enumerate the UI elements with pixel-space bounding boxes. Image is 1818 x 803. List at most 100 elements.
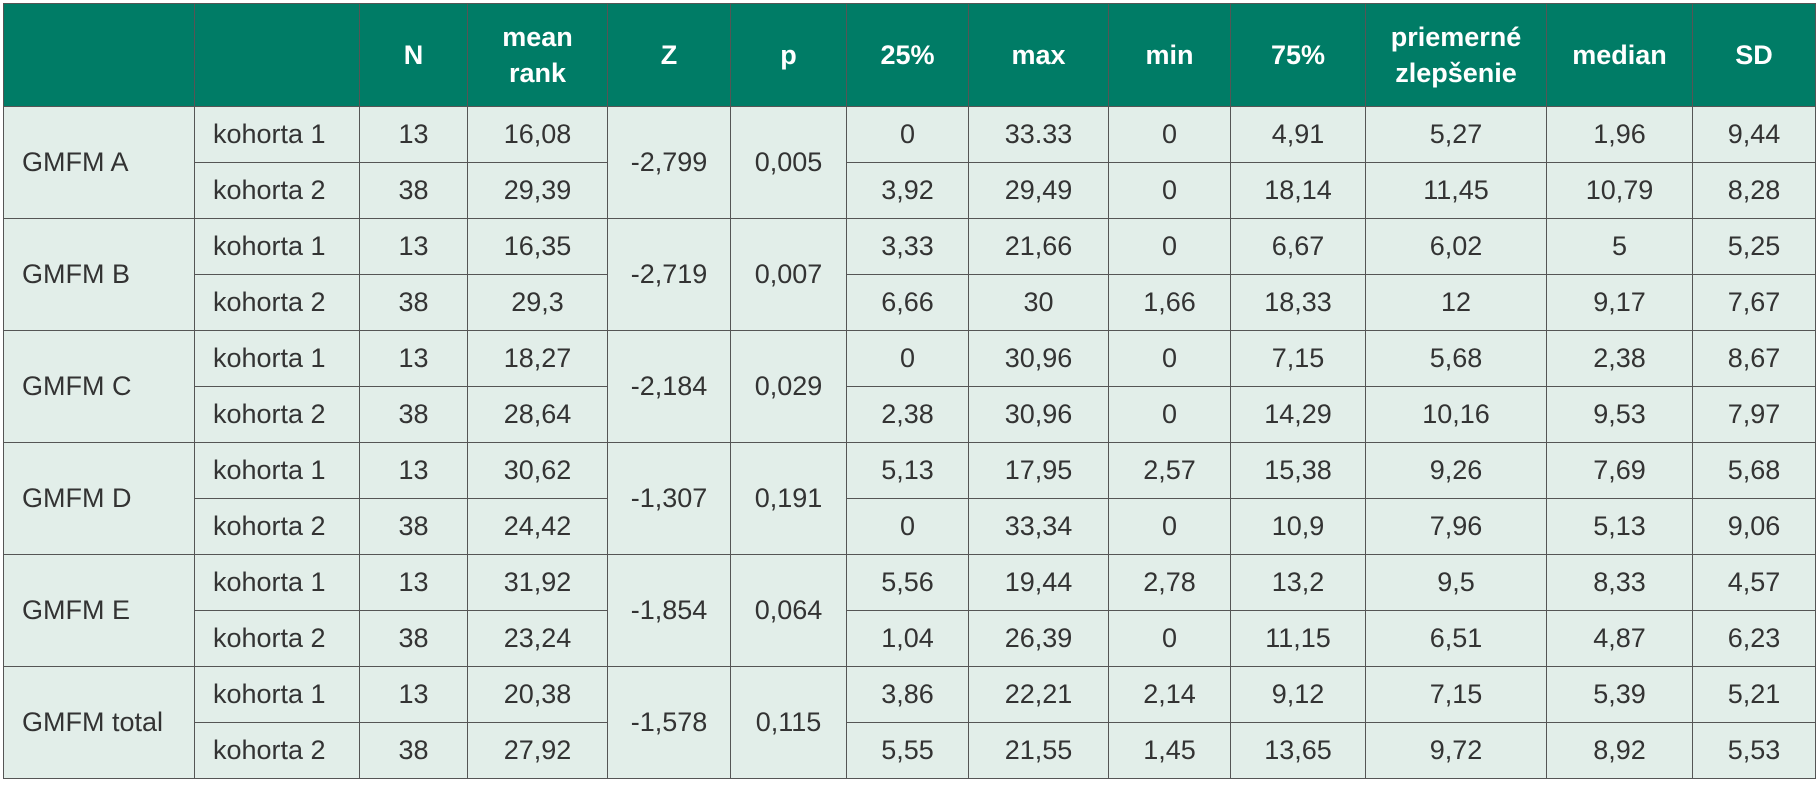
group-label: GMFM E bbox=[3, 554, 195, 667]
cohort-label: kohorta 2 bbox=[194, 610, 360, 667]
table-cell: 0 bbox=[1108, 218, 1231, 275]
table-cell: 13 bbox=[359, 218, 468, 275]
cohort-label: kohorta 1 bbox=[194, 330, 360, 387]
table-cell: 14,29 bbox=[1230, 386, 1366, 443]
table-cell: 7,96 bbox=[1365, 498, 1547, 555]
table-cell: 38 bbox=[359, 722, 468, 779]
table-cell: 5,68 bbox=[1692, 442, 1816, 499]
table-cell: 6,02 bbox=[1365, 218, 1547, 275]
table-cell: 31,92 bbox=[467, 554, 608, 611]
table-cell: 38 bbox=[359, 162, 468, 219]
table-cell: 30,62 bbox=[467, 442, 608, 499]
table-cell: 38 bbox=[359, 610, 468, 667]
p-cell: 0,007 bbox=[730, 218, 847, 331]
z-cell: -1,307 bbox=[607, 442, 731, 555]
table-cell: 8,92 bbox=[1546, 722, 1693, 779]
p-cell: 0,115 bbox=[730, 666, 847, 779]
table-cell: 28,64 bbox=[467, 386, 608, 443]
table-cell: 18,14 bbox=[1230, 162, 1366, 219]
table-cell: 10,16 bbox=[1365, 386, 1547, 443]
table-cell: 4,87 bbox=[1546, 610, 1693, 667]
cohort-label: kohorta 1 bbox=[194, 218, 360, 275]
table-cell: 13 bbox=[359, 442, 468, 499]
table-cell: 0 bbox=[1108, 610, 1231, 667]
table-cell: 19,44 bbox=[968, 554, 1109, 611]
table-cell: 6,67 bbox=[1230, 218, 1366, 275]
table-cell: 5,13 bbox=[846, 442, 969, 499]
group-label: GMFM B bbox=[3, 218, 195, 331]
table-cell: 13,65 bbox=[1230, 722, 1366, 779]
p-cell: 0,029 bbox=[730, 330, 847, 443]
table-cell: 8,28 bbox=[1692, 162, 1816, 219]
table-cell: 0 bbox=[846, 330, 969, 387]
table-cell: 15,38 bbox=[1230, 442, 1366, 499]
header-cell bbox=[194, 3, 360, 107]
table-cell: 1,45 bbox=[1108, 722, 1231, 779]
table-cell: 3,33 bbox=[846, 218, 969, 275]
table-cell: 9,06 bbox=[1692, 498, 1816, 555]
table-cell: 30,96 bbox=[968, 386, 1109, 443]
header-cell: SD bbox=[1692, 3, 1816, 107]
table-cell: 5,68 bbox=[1365, 330, 1547, 387]
table-cell: 2,78 bbox=[1108, 554, 1231, 611]
table-cell: 33.33 bbox=[968, 106, 1109, 163]
table-cell: 6,23 bbox=[1692, 610, 1816, 667]
table-cell: 12 bbox=[1365, 274, 1547, 331]
table-cell: 6,66 bbox=[846, 274, 969, 331]
table-cell: 6,51 bbox=[1365, 610, 1547, 667]
table-cell: 13 bbox=[359, 106, 468, 163]
table-cell: 21,66 bbox=[968, 218, 1109, 275]
table-cell: 7,67 bbox=[1692, 274, 1816, 331]
table-cell: 29,3 bbox=[467, 274, 608, 331]
header-cell: 75% bbox=[1230, 3, 1366, 107]
table-cell: 2,38 bbox=[1546, 330, 1693, 387]
z-cell: -2,799 bbox=[607, 106, 731, 219]
table-cell: 10,79 bbox=[1546, 162, 1693, 219]
header-cell: p bbox=[730, 3, 847, 107]
table-cell: 27,92 bbox=[467, 722, 608, 779]
group-label: GMFM total bbox=[3, 666, 195, 779]
p-cell: 0,191 bbox=[730, 442, 847, 555]
table-row: kohorta 2 38 29,3 6,66 30 1,66 18,33 12 9,17 7,67 bbox=[4, 274, 1816, 331]
table-cell: 10,9 bbox=[1230, 498, 1366, 555]
table-cell: 8,33 bbox=[1546, 554, 1693, 611]
table-cell: 13 bbox=[359, 554, 468, 611]
table-cell: 2,57 bbox=[1108, 442, 1231, 499]
table-cell: 16,08 bbox=[467, 106, 608, 163]
table-cell: 3,92 bbox=[846, 162, 969, 219]
table-cell: 38 bbox=[359, 498, 468, 555]
table-cell: 30,96 bbox=[968, 330, 1109, 387]
table-cell: 3,86 bbox=[846, 666, 969, 723]
table-cell: 9,17 bbox=[1546, 274, 1693, 331]
table-cell: 29,49 bbox=[968, 162, 1109, 219]
table-cell: 1,96 bbox=[1546, 106, 1693, 163]
table-cell: 13,2 bbox=[1230, 554, 1366, 611]
group-label: GMFM D bbox=[3, 442, 195, 555]
table-cell: 5,27 bbox=[1365, 106, 1547, 163]
cohort-label: kohorta 1 bbox=[194, 106, 360, 163]
table-cell: 0 bbox=[1108, 162, 1231, 219]
z-cell: -2,184 bbox=[607, 330, 731, 443]
cohort-label: kohorta 2 bbox=[194, 722, 360, 779]
header-cell: 25% bbox=[846, 3, 969, 107]
table-cell: 13 bbox=[359, 666, 468, 723]
group-label: GMFM A bbox=[3, 106, 195, 219]
table-cell: 11,45 bbox=[1365, 162, 1547, 219]
cohort-label: kohorta 2 bbox=[194, 498, 360, 555]
table-cell: 5,53 bbox=[1692, 722, 1816, 779]
table-cell: 9,26 bbox=[1365, 442, 1547, 499]
table-cell: 21,55 bbox=[968, 722, 1109, 779]
table-cell: 5,21 bbox=[1692, 666, 1816, 723]
table-cell: 11,15 bbox=[1230, 610, 1366, 667]
header-cell: N bbox=[359, 3, 468, 107]
table-cell: 7,69 bbox=[1546, 442, 1693, 499]
table-cell: 4,57 bbox=[1692, 554, 1816, 611]
cohort-label: kohorta 1 bbox=[194, 666, 360, 723]
table-cell: 16,35 bbox=[467, 218, 608, 275]
